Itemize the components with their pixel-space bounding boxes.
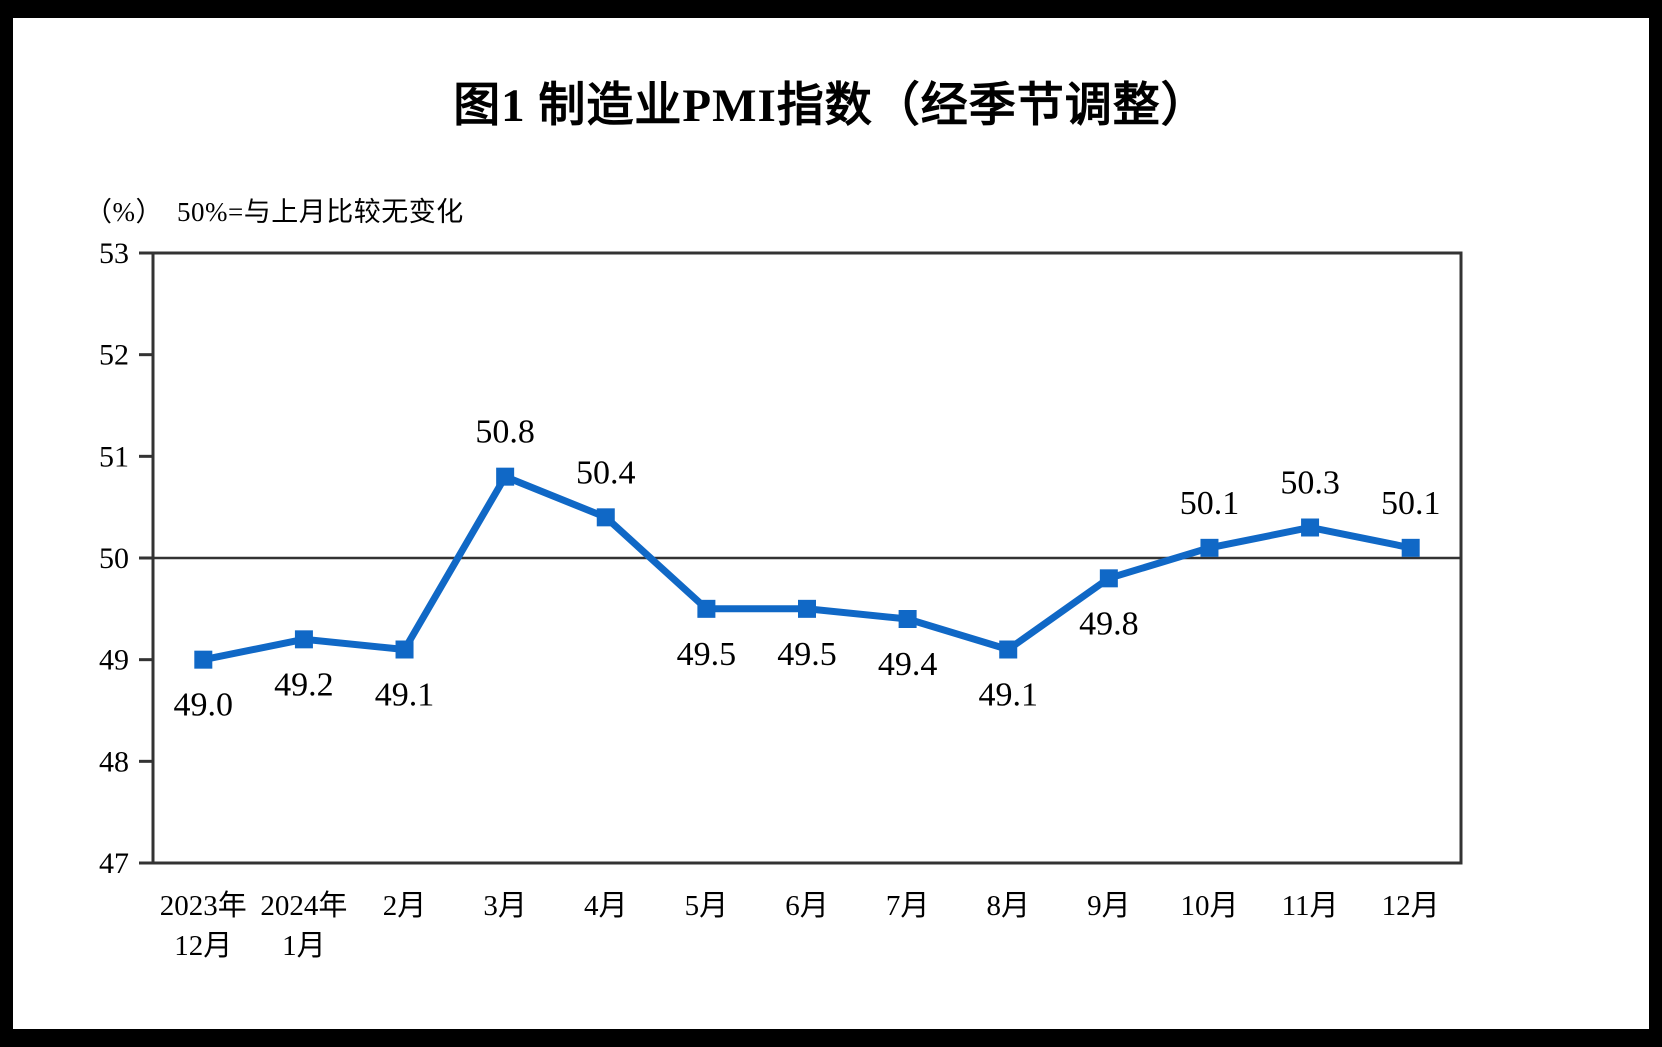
data-point-label: 50.4 [576,454,636,491]
x-axis-tick-label: 11月 [1282,890,1339,922]
data-point-label: 49.0 [174,687,234,724]
data-point-marker [294,630,313,649]
y-axis-ticks [139,251,153,865]
data-point-marker [999,640,1018,659]
x-axis-tick-label: 8月 [986,890,1030,922]
data-point-marker [898,610,917,628]
y-axis-tick-label: 51 [99,440,129,473]
y-axis-tick-label: 52 [99,339,129,372]
y-axis-tick-label: 47 [99,847,129,880]
data-point-marker [1301,518,1320,537]
data-point-label: 50.1 [1381,485,1441,522]
x-axis-tick-label: 2024年 1月 [260,889,347,962]
data-point-marker [697,599,716,618]
x-axis-tick-label: 2023年 12月 [160,889,247,962]
x-axis-tick-label: 6月 [785,890,829,922]
data-point-marker [1200,538,1219,557]
y-axis-tick-label: 48 [99,745,129,778]
figure-canvas: 图1 制造业PMI指数（经季节调整） （%） 50%=与上月比较无变化 47 48… [13,18,1649,1029]
data-point-label: 49.5 [777,636,837,673]
x-axis-tick-label: 2月 [383,890,427,922]
data-point-marker [1401,538,1420,557]
y-axis-tick-label: 53 [99,237,129,270]
data-labels: 49.0 49.2 49.1 50.8 50.4 49.5 49.5 49.4 49.1 49.8… [174,414,1441,724]
chart-subtitle: （%） 50%=与上月比较无变化 [85,197,464,227]
y-axis-labels: 47 48 49 50 51 52 53 [99,237,129,880]
series-markers [194,467,1420,669]
data-point-label: 49.8 [1079,605,1139,642]
data-point-label: 49.1 [978,677,1038,714]
x-axis-tick-label: 7月 [886,890,930,922]
x-axis-tick-label: 12月 [1382,890,1440,922]
data-point-marker [1099,569,1118,588]
data-point-marker [194,650,213,669]
x-axis-tick-label: 9月 [1087,890,1131,922]
data-point-label: 50.1 [1180,485,1240,522]
y-axis-tick-label: 49 [99,644,129,677]
y-axis-tick-label: 50 [99,542,129,575]
x-axis-tick-label: 5月 [685,890,729,922]
data-point-label: 49.1 [375,677,435,714]
x-axis-tick-label: 4月 [584,890,628,922]
data-point-label: 50.3 [1280,465,1340,502]
data-point-marker [395,640,414,659]
page-title: 图1 制造业PMI指数（经季节调整） [453,80,1209,132]
data-point-marker [596,508,615,527]
data-point-label: 49.5 [677,636,737,673]
data-point-marker [496,467,515,486]
data-point-label: 49.4 [878,646,938,683]
data-point-marker [798,599,816,618]
x-axis-tick-label: 3月 [483,890,527,922]
x-axis-tick-label: 10月 [1180,890,1238,922]
data-point-label: 49.2 [274,666,334,703]
data-point-label: 50.8 [475,414,535,451]
